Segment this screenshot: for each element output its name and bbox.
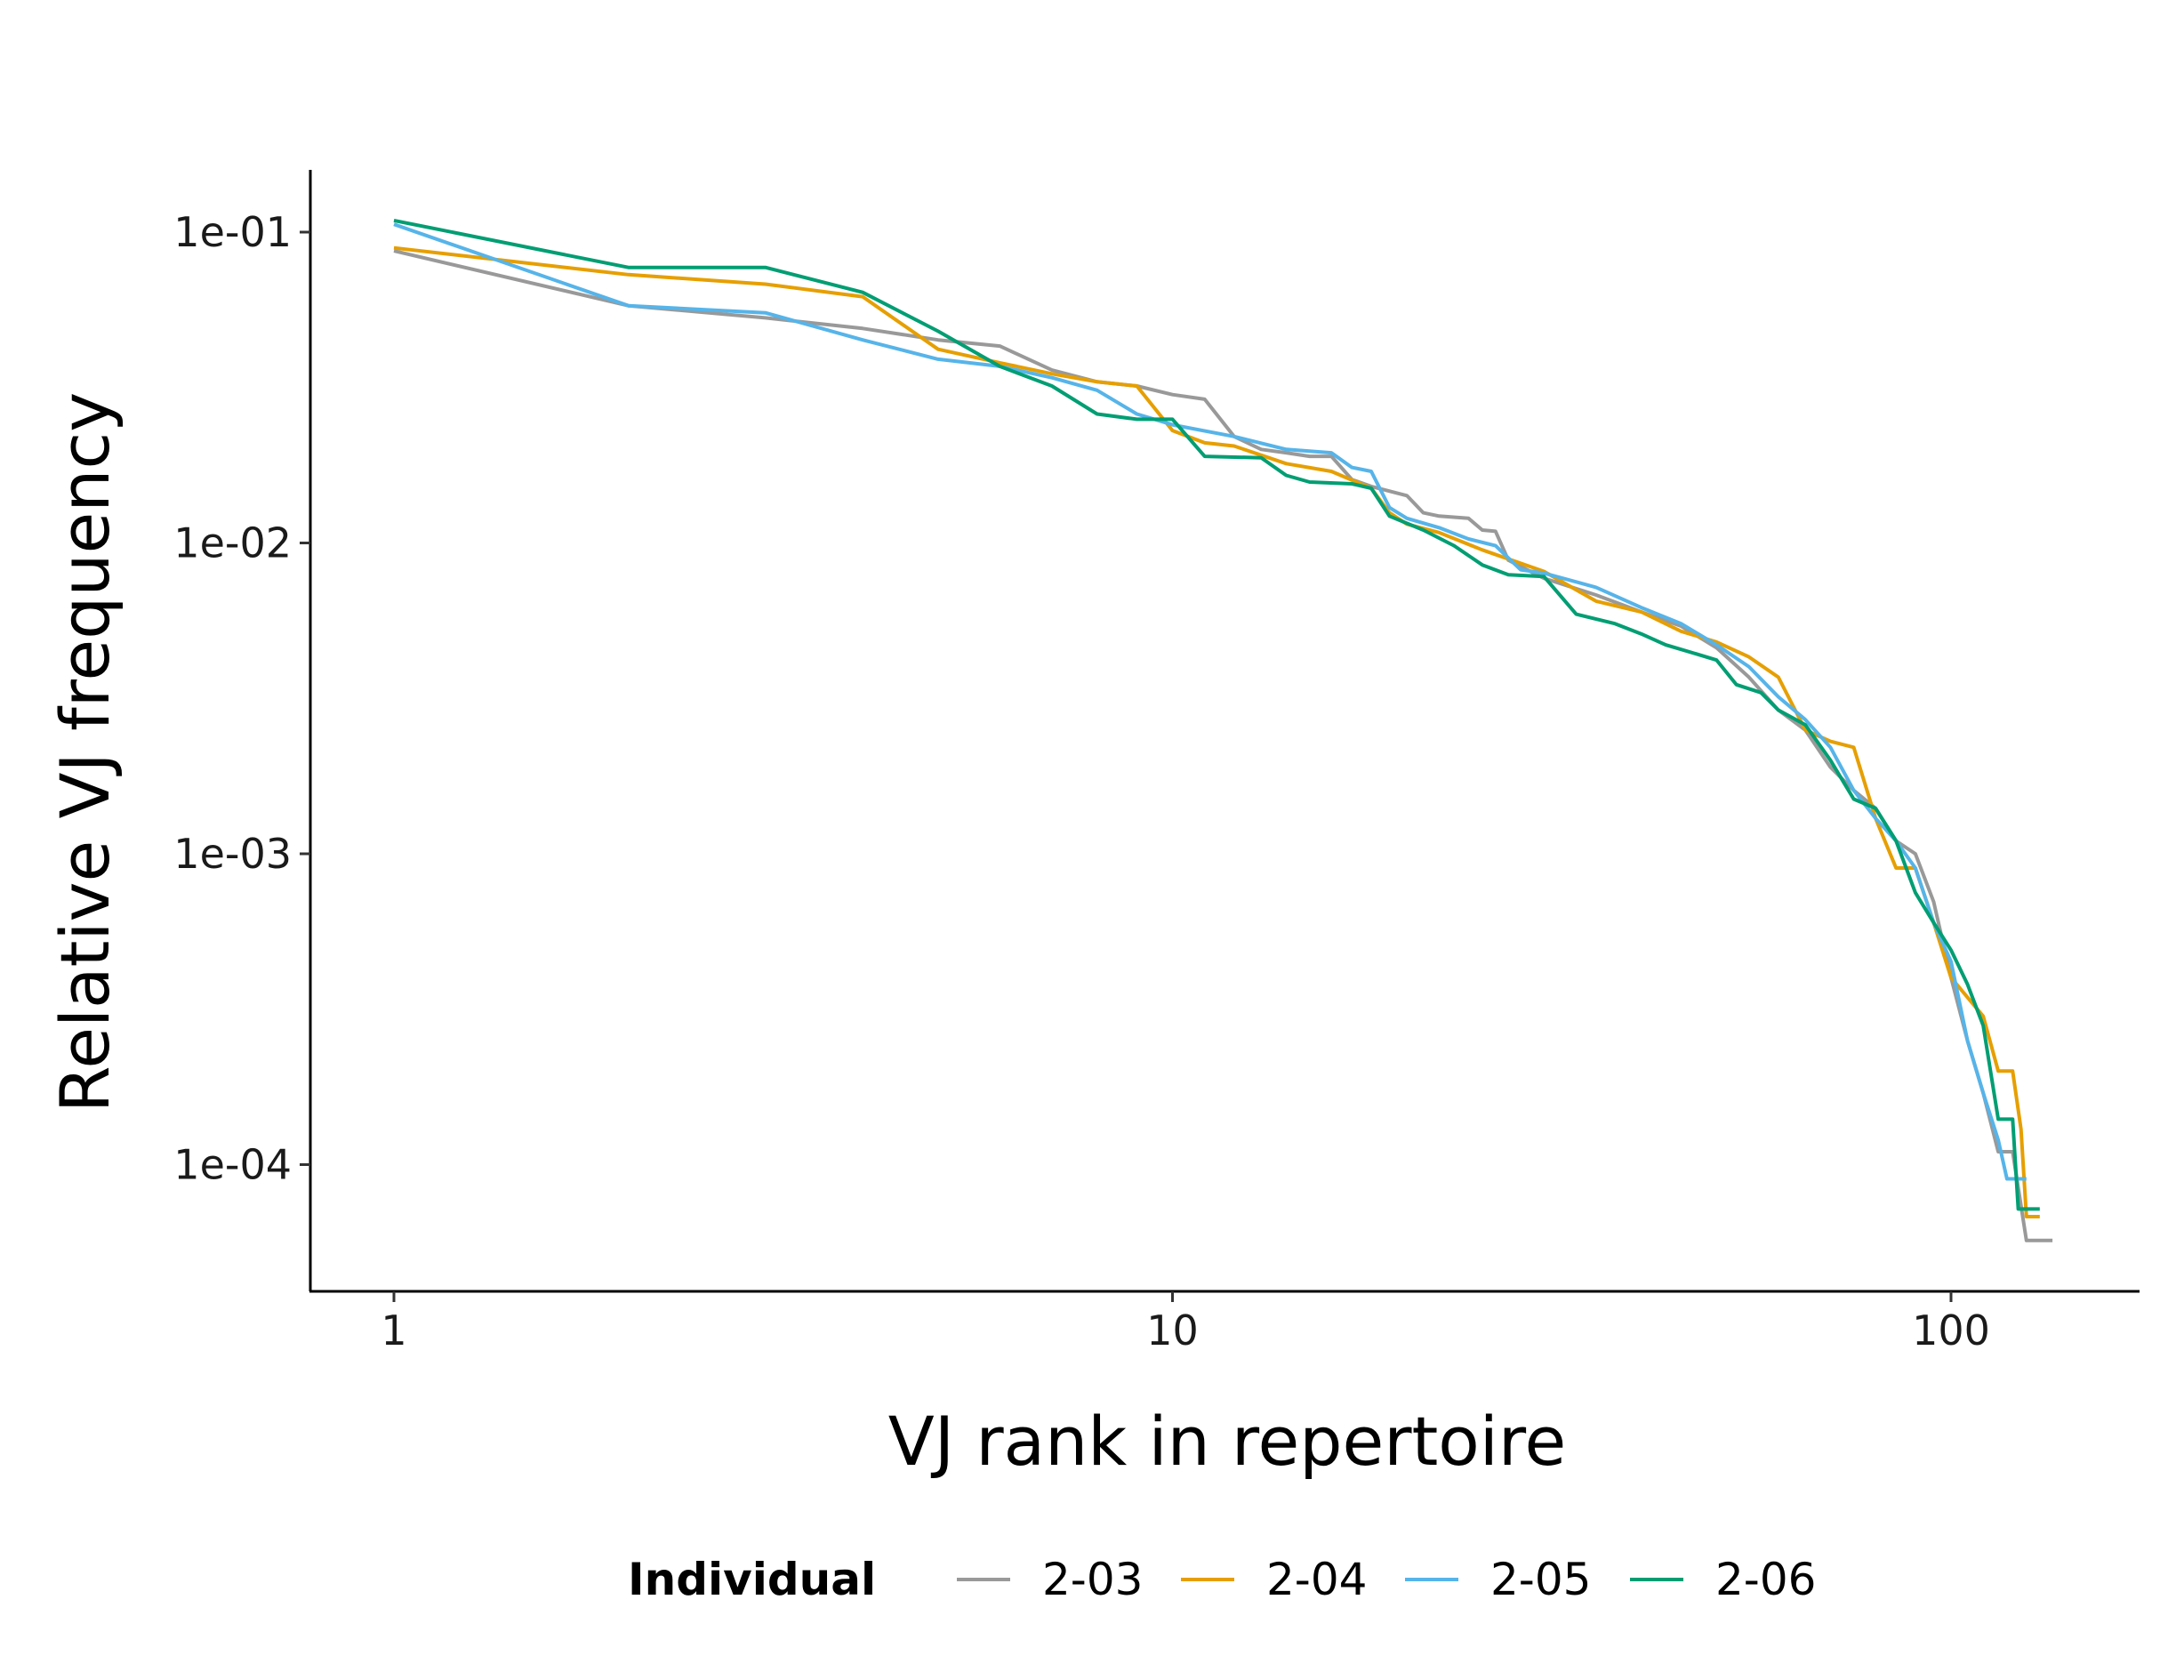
plot-lines: [393, 218, 2053, 1242]
legend-label-2-03: 2-03: [1042, 1554, 1143, 1605]
x-tick-label: 10: [1146, 1306, 1199, 1354]
legend-label-2-05: 2-05: [1490, 1554, 1591, 1605]
y-tick-label: 1e-04: [173, 1141, 292, 1189]
y-tick-label: 1e-03: [173, 830, 292, 878]
legend-label-2-04: 2-04: [1266, 1554, 1367, 1605]
series-line-2-03: [393, 249, 2053, 1242]
series-line-2-04: [393, 245, 2040, 1218]
y-tick-label: 1e-02: [173, 519, 292, 567]
x-tick-label: 100: [1912, 1306, 1990, 1354]
legend-title: Individual: [628, 1554, 876, 1605]
legend-label-2-06: 2-06: [1715, 1554, 1816, 1605]
y-tick-label: 1e-01: [173, 208, 292, 256]
series-line-2-06: [393, 218, 2040, 1211]
series-line-2-05: [393, 222, 2027, 1181]
x-ticks: 1 10 100: [381, 1291, 1990, 1354]
x-axis-title: VJ rank in repertoire: [888, 1402, 1567, 1481]
x-tick-label: 1: [381, 1306, 406, 1354]
y-ticks: 1e-01 1e-02 1e-03 1e-04: [173, 208, 310, 1189]
legend: Individual 2-03 2-04 2-05 2-06: [628, 1554, 1816, 1605]
y-axis-title: Relative VJ frequency: [45, 392, 124, 1113]
